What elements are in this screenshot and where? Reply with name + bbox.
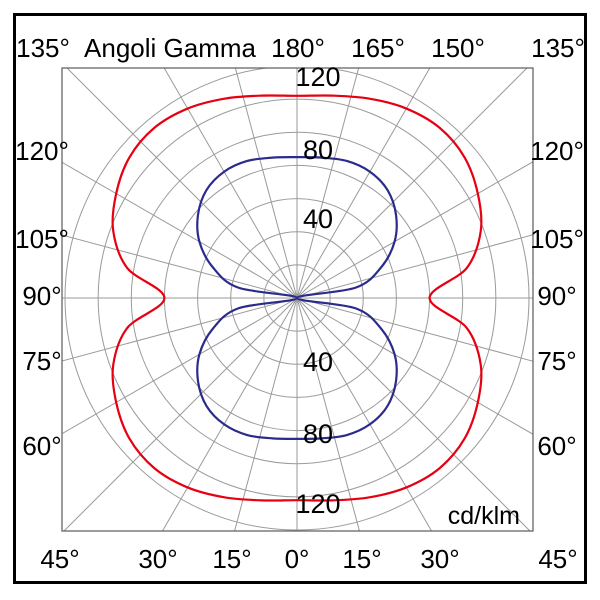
grid-ring-140 bbox=[64, 68, 530, 531]
bottom-angle-label-2: 15° bbox=[212, 544, 251, 574]
radial-label-down-1: 80 bbox=[303, 419, 333, 449]
bottom-angle-label-5: 30° bbox=[420, 544, 459, 574]
grid-ring-20 bbox=[263, 264, 331, 332]
grid-ring-60 bbox=[197, 198, 397, 398]
bottom-angle-label-3: 0° bbox=[285, 544, 310, 574]
right-angle-label-4: 60° bbox=[537, 431, 576, 461]
top-angle-label-1: 180° bbox=[271, 33, 325, 63]
left-angle-label-1: 105° bbox=[15, 224, 69, 254]
bottom-angle-label-4: 15° bbox=[342, 544, 381, 574]
polar-curves bbox=[111, 94, 483, 502]
radial-label-down-2: 120 bbox=[295, 489, 340, 519]
plot-box bbox=[61, 67, 534, 532]
radial-label-up-2: 40 bbox=[303, 204, 333, 234]
top-angle-label-0: 135° bbox=[16, 33, 70, 63]
top-angle-label-4: 135° bbox=[531, 33, 585, 63]
right-angle-label-1: 105° bbox=[530, 224, 584, 254]
bottom-angle-label-6: 45° bbox=[538, 544, 577, 574]
left-angle-label-4: 60° bbox=[22, 431, 61, 461]
polar-labels: Angoli Gamma 135° 180° 165° 150° 135° 45° 30° 15… bbox=[15, 33, 585, 574]
left-angle-label-2: 90° bbox=[22, 281, 61, 311]
grid-spoke-300 bbox=[62, 297, 298, 435]
unit-label: cd/klm bbox=[448, 502, 520, 530]
top-angle-label-3: 150° bbox=[431, 33, 485, 63]
right-angle-label-3: 75° bbox=[537, 346, 576, 376]
grid-ring-100 bbox=[130, 131, 464, 465]
radial-label-down-0: 40 bbox=[303, 347, 333, 377]
page-title: Angoli Gamma bbox=[84, 33, 256, 63]
curve-c90-c270 bbox=[196, 156, 398, 440]
curve-c0-c180 bbox=[111, 94, 483, 502]
grid-ring-40 bbox=[230, 231, 364, 365]
top-angle-label-2: 165° bbox=[351, 33, 405, 63]
right-angle-label-0: 120° bbox=[530, 136, 584, 166]
bottom-angle-label-1: 30° bbox=[138, 544, 177, 574]
right-angle-label-2: 90° bbox=[537, 281, 576, 311]
left-angle-label-0: 120° bbox=[15, 136, 69, 166]
bottom-angle-label-0: 45° bbox=[40, 544, 79, 574]
grid-spoke-240 bbox=[62, 161, 298, 299]
radial-label-up-1: 80 bbox=[303, 135, 333, 165]
left-angle-label-3: 75° bbox=[22, 346, 61, 376]
grid-ring-120 bbox=[97, 98, 497, 498]
radial-label-up-0: 120 bbox=[295, 62, 340, 92]
